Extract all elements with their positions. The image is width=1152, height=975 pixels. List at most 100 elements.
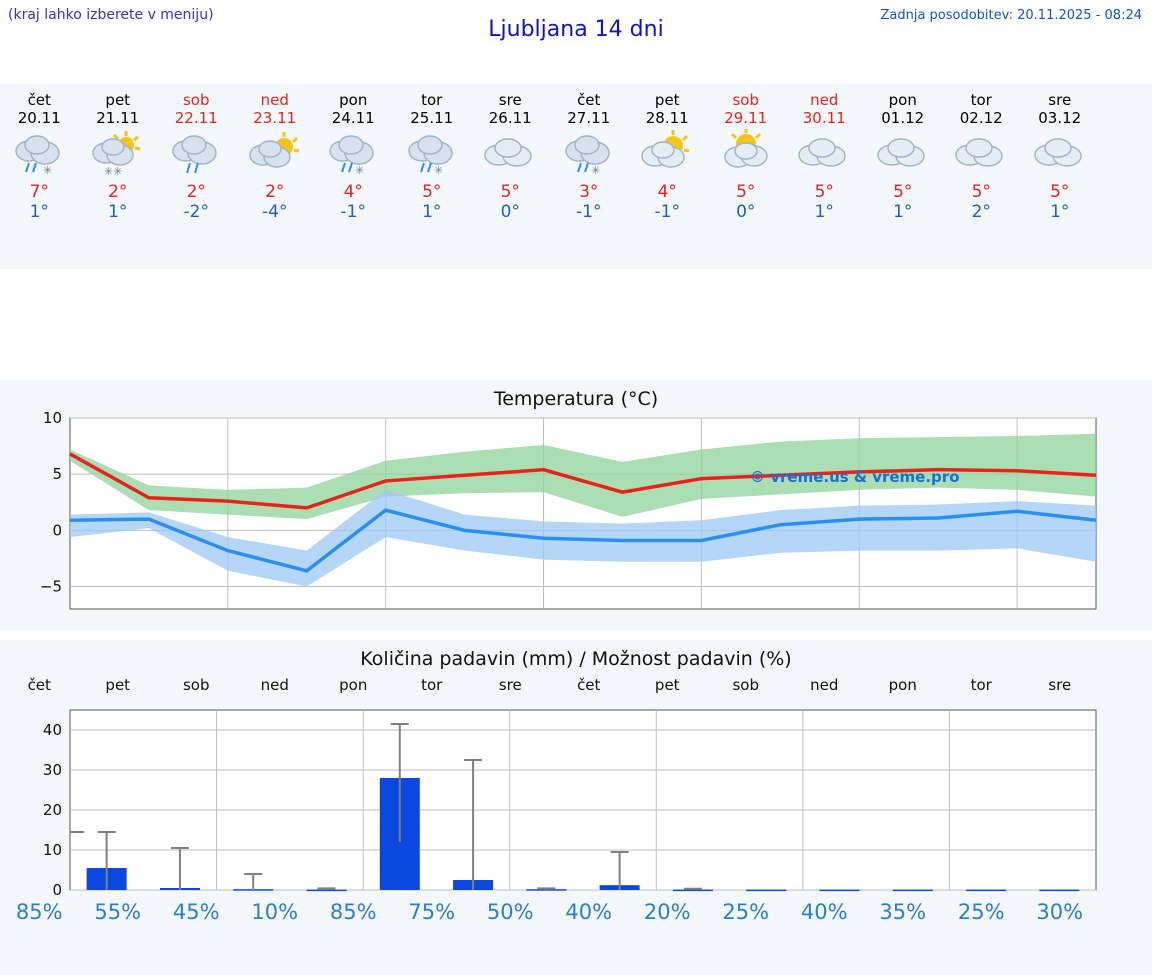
precipitation-bar[interactable] bbox=[672, 889, 713, 892]
location-menu-hint[interactable]: (kraj lahko izberete v meniju) bbox=[8, 7, 214, 23]
day-name: sre bbox=[498, 91, 522, 109]
watermark-text: © vreme.us & vreme.pro bbox=[750, 468, 960, 486]
day-name: čet bbox=[577, 91, 601, 109]
day-name: ned bbox=[810, 91, 839, 109]
day-max-temp: 5° bbox=[422, 182, 442, 202]
probability-value: 35% bbox=[879, 900, 927, 924]
day-date: 25.11 bbox=[410, 109, 454, 127]
day-max-temp: 5° bbox=[500, 182, 520, 202]
day-name: sob bbox=[732, 91, 759, 109]
day-max-temp: 4° bbox=[657, 182, 677, 202]
y-axis-tick-label: 0 bbox=[52, 881, 62, 899]
temperature-chart[interactable]: −5 0 5 10 bbox=[0, 380, 1152, 630]
day-column[interactable]: ned 30.11 5° 1° bbox=[785, 84, 864, 269]
temperature-chart-title: Temperatura (°C) bbox=[493, 388, 659, 410]
day-max-temp: 5° bbox=[893, 182, 913, 202]
sun-cloud-snow-icon: ✳✳ bbox=[82, 129, 154, 181]
precipitation-day-labels: čet pet sob ned pon tor sre čet pet sob … bbox=[0, 676, 1152, 694]
probability-value: 40% bbox=[565, 900, 613, 924]
probability-value: 25% bbox=[722, 900, 770, 924]
day-name: ned bbox=[260, 91, 289, 109]
day-min-temp: -2° bbox=[183, 202, 209, 222]
page-header: (kraj lahko izberete v meniju) Ljubljana… bbox=[0, 0, 1152, 60]
probability-value: 75% bbox=[408, 900, 456, 924]
day-name: sre bbox=[1048, 91, 1072, 109]
precipitation-bar[interactable] bbox=[746, 889, 787, 892]
probability-value: 10% bbox=[251, 900, 299, 924]
forecast-days-background bbox=[0, 84, 1152, 269]
cloud-icon bbox=[945, 129, 1017, 181]
svg-text:✳✳: ✳✳ bbox=[104, 165, 122, 178]
day-name: pon bbox=[339, 91, 368, 109]
day-min-temp: 1° bbox=[108, 202, 128, 222]
precipitation-probability-row: 85% 55% 45% 10% 85% 75% 50% 40% 20% 25% … bbox=[0, 900, 1152, 924]
precipitation-bar[interactable] bbox=[306, 889, 347, 892]
precipitation-bar[interactable] bbox=[819, 889, 860, 892]
day-min-temp: 1° bbox=[422, 202, 442, 222]
svg-text:✳: ✳ bbox=[43, 164, 52, 177]
rain-snow-cloud-icon: ✳ bbox=[3, 129, 75, 181]
day-column[interactable]: pet 21.11 ✳✳ 2° 1° bbox=[79, 84, 158, 269]
day-date: 01.12 bbox=[881, 109, 925, 127]
cloud-icon bbox=[474, 129, 546, 181]
max-temp-range-band bbox=[70, 433, 1096, 520]
precipitation-bar[interactable] bbox=[892, 889, 933, 892]
day-date: 24.11 bbox=[331, 109, 375, 127]
day-date: 23.11 bbox=[253, 109, 297, 127]
y-axis-tick-label: 40 bbox=[43, 721, 62, 739]
probability-value: 20% bbox=[643, 900, 691, 924]
day-min-temp: -1° bbox=[654, 202, 680, 222]
day-column[interactable]: sob 22.11 2° -2° bbox=[157, 84, 236, 269]
precip-day-label: sob bbox=[732, 676, 759, 694]
day-max-temp: 5° bbox=[814, 182, 834, 202]
day-column[interactable]: sre 26.11 5° 0° bbox=[471, 84, 550, 269]
day-date: 21.11 bbox=[96, 109, 140, 127]
cloud-icon bbox=[1024, 129, 1096, 181]
day-date: 30.11 bbox=[802, 109, 846, 127]
precip-day-label: tor bbox=[970, 676, 992, 694]
y-axis-tick-label: 10 bbox=[43, 841, 62, 859]
forecast-days-row: čet 20.11 ✳ 7° 1° pet 21.11 ✳✳ bbox=[0, 84, 1152, 269]
y-axis-tick-label: 5 bbox=[52, 465, 62, 483]
day-column[interactable]: pon 24.11 ✳ 4° -1° bbox=[314, 84, 393, 269]
rain-snow-cloud-icon: ✳ bbox=[396, 129, 468, 181]
day-column[interactable]: sob 29.11 5° 0° bbox=[707, 84, 786, 269]
day-name: čet bbox=[27, 91, 51, 109]
precipitation-bar[interactable] bbox=[1039, 889, 1080, 892]
day-column[interactable]: sre 03.12 5° 1° bbox=[1021, 84, 1100, 269]
precipitation-bar[interactable] bbox=[966, 889, 1007, 892]
day-column[interactable]: pet 28.11 4° -1° bbox=[628, 84, 707, 269]
day-date: 28.11 bbox=[645, 109, 689, 127]
day-date: 29.11 bbox=[724, 109, 768, 127]
day-date: 02.12 bbox=[959, 109, 1003, 127]
precip-day-label: pet bbox=[654, 676, 680, 694]
day-column[interactable]: ned 23.11 2° -4° bbox=[236, 84, 315, 269]
probability-value: 50% bbox=[486, 900, 534, 924]
day-min-temp: -1° bbox=[576, 202, 602, 222]
precip-day-label: tor bbox=[421, 676, 443, 694]
day-column[interactable]: pon 01.12 5° 1° bbox=[864, 84, 943, 269]
day-min-temp: 1° bbox=[29, 202, 49, 222]
probability-value: 45% bbox=[172, 900, 220, 924]
precipitation-chart-title: Količina padavin (mm) / Možnost padavin … bbox=[360, 648, 792, 670]
precipitation-chart[interactable]: 0 10 20 30 40 bbox=[0, 700, 1152, 900]
sun-cloud-icon bbox=[631, 129, 703, 181]
day-column[interactable]: čet 20.11 ✳ 7° 1° bbox=[0, 84, 79, 269]
svg-text:✳: ✳ bbox=[355, 164, 364, 177]
day-name: pet bbox=[105, 91, 131, 109]
svg-text:✳: ✳ bbox=[434, 164, 443, 177]
day-column[interactable]: tor 02.12 5° 2° bbox=[942, 84, 1021, 269]
svg-text:✳: ✳ bbox=[591, 164, 600, 177]
probability-value: 85% bbox=[329, 900, 377, 924]
day-name: pet bbox=[654, 91, 680, 109]
y-axis-tick-label: −5 bbox=[40, 578, 62, 596]
day-date: 26.11 bbox=[488, 109, 532, 127]
day-min-temp: 1° bbox=[1050, 202, 1070, 222]
probability-value: 85% bbox=[15, 900, 63, 924]
sun-cloud-icon bbox=[239, 129, 311, 181]
y-axis-tick-label: 0 bbox=[52, 521, 62, 539]
day-column[interactable]: čet 27.11 ✳ 3° -1° bbox=[550, 84, 629, 269]
day-column[interactable]: tor 25.11 ✳ 5° 1° bbox=[393, 84, 472, 269]
day-min-temp: 2° bbox=[971, 202, 991, 222]
precip-day-label: sob bbox=[182, 676, 210, 694]
